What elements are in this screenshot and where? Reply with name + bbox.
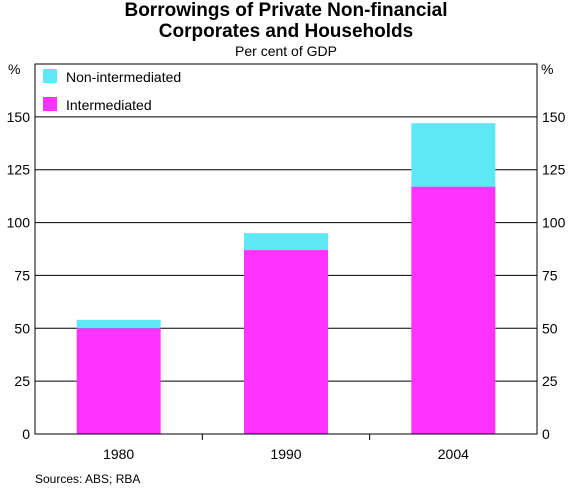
- y-tick-label-right-150: 150: [542, 109, 566, 125]
- y-tick-label-right-75: 75: [542, 267, 558, 283]
- bar-intermediated-2004: [411, 186, 496, 434]
- chart-subtitle: Per cent of GDP: [235, 43, 337, 59]
- y-tick-label-left-100: 100: [7, 215, 31, 231]
- legend-swatch-intermediated: [43, 97, 57, 111]
- legend-label-non-intermediated: Non-intermediated: [66, 69, 181, 85]
- y-tick-label-right-125: 125: [542, 162, 566, 178]
- x-tick-label-2004: 2004: [438, 446, 469, 462]
- y-tick-label-left-150: 150: [7, 109, 31, 125]
- x-tick-label-1990: 1990: [270, 446, 301, 462]
- y-tick-label-right-100: 100: [542, 215, 566, 231]
- chart-title-line-2: Corporates and Households: [158, 21, 414, 42]
- bar-intermediated-1990: [244, 250, 328, 434]
- y-axis-unit-right: %: [541, 61, 554, 77]
- bar-non-intermediated-1990: [244, 233, 328, 251]
- y-tick-label-right-0: 0: [542, 426, 550, 442]
- y-tick-label-left-0: 0: [22, 426, 30, 442]
- y-tick-label-right-25: 25: [542, 373, 558, 389]
- y-tick-label-left-75: 75: [14, 267, 30, 283]
- bar-non-intermediated-2004: [411, 123, 496, 187]
- bar-non-intermediated-1980: [76, 319, 161, 329]
- legend-swatch-non-intermediated: [43, 69, 57, 83]
- bar-intermediated-1980: [76, 328, 161, 434]
- plot-frame: [34, 63, 538, 435]
- y-tick-label-left-25: 25: [14, 373, 30, 389]
- y-axis-unit-left: %: [8, 61, 21, 77]
- x-tick-label-1980: 1980: [103, 446, 134, 462]
- y-tick-label-left-125: 125: [7, 162, 31, 178]
- y-tick-label-right-50: 50: [542, 320, 558, 336]
- chart-title-line-1: Borrowings of Private Non-financial: [124, 0, 448, 21]
- y-tick-label-left-50: 50: [14, 320, 30, 336]
- source-note: Sources: ABS; RBA: [35, 472, 141, 486]
- legend-label-intermediated: Intermediated: [66, 97, 152, 113]
